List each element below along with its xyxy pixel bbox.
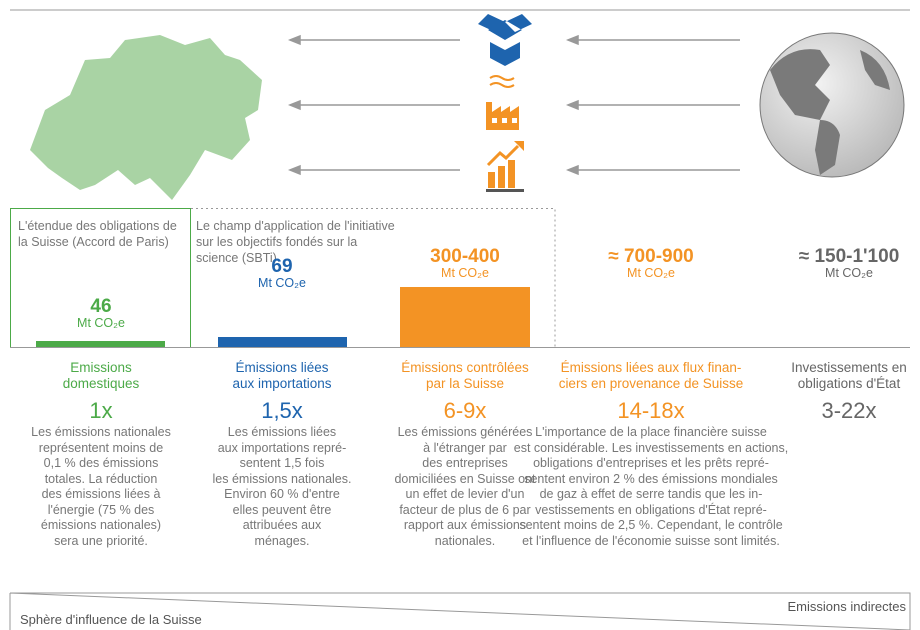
description-line: totales. La réduction (44, 471, 158, 486)
description-line: Les émissions générées (397, 425, 533, 439)
factory-icon (486, 75, 519, 130)
sphere-label: Sphère d'influence de la Suisse (20, 612, 202, 627)
category-line: ciers en provenance de Suisse (558, 376, 744, 391)
description-line: des entreprises (422, 456, 508, 470)
description-line: sentent environ 2 % des émissions mondia… (524, 471, 778, 486)
indirect-label: Emissions indirectes (787, 599, 907, 614)
description-line: sentent 1,5 fois (239, 456, 325, 470)
unit: Mt CO₂e (441, 266, 489, 280)
description-line: L'importance de la place financière suis… (535, 425, 767, 439)
influence-wedge (9, 592, 911, 630)
scope-paris: L'étendue des obligations de la Suisse (… (18, 219, 177, 249)
value: 69 (271, 256, 293, 277)
description-line: nationales. (434, 533, 496, 548)
description-line: ménages. (254, 533, 310, 548)
description-line: émissions nationales) (40, 518, 162, 532)
box-icon (478, 14, 532, 66)
bar-controlled (400, 287, 530, 347)
value: ≈ 150-1'100 (798, 246, 900, 267)
description-line: un effet de levier d'un (405, 487, 525, 501)
unit: Mt CO₂e (627, 266, 675, 280)
description-line: rapport aux émissions (403, 518, 527, 532)
description-line: Les émissions nationales (31, 425, 171, 439)
category-line: obligations d'État (797, 376, 901, 391)
description-line: vestissements en obligations d'État repr… (535, 502, 767, 517)
category-line: Investissements en (791, 360, 907, 375)
category-line: Émissions contrôlées (401, 360, 529, 375)
unit: Mt CO₂e (825, 266, 873, 280)
category-line: Emissions (70, 360, 132, 375)
sbti-scope-box (191, 208, 556, 347)
growth-icon (486, 141, 524, 192)
arrows (287, 34, 740, 176)
description-line: de gaz à effet de serre tandis que les i… (539, 487, 763, 501)
scope-sbti: Le champ d'application de l'initiative s… (196, 219, 395, 265)
description-line: aux importations repré- (217, 440, 347, 455)
value: 46 (90, 296, 112, 317)
description-line: les émissions nationales. (212, 471, 352, 486)
description-line: attribuées aux (242, 518, 322, 532)
category-line: Émissions liées (235, 360, 329, 375)
switzerland-map (30, 35, 262, 200)
description-line: représentent moins de (38, 440, 164, 455)
value: ≈ 700-900 (608, 246, 694, 267)
description-line: sentent moins de 2,5 %. Cependant, le co… (519, 518, 783, 532)
unit: Mt CO₂e (77, 316, 125, 330)
description-line: est considérable. Les investissements en… (513, 440, 789, 455)
category-line: aux importations (232, 376, 332, 391)
globe (759, 32, 905, 178)
category-line: par la Suisse (425, 376, 505, 391)
description-line: facteur de plus de 6 par (399, 502, 531, 517)
description-line: et l'influence de l'économie suisse sont… (522, 533, 780, 548)
description-line: des émissions liées à (41, 487, 161, 501)
description-line: obligations d'entreprises et les prêts r… (533, 456, 769, 470)
bar-domestic (36, 341, 165, 347)
factor: 6-9x (443, 398, 487, 423)
description-line: elles peuvent être (232, 502, 332, 517)
description-line: domiciliées en Suisse ont (394, 471, 536, 486)
factor: 14-18x (617, 398, 685, 423)
bar-imports (218, 337, 347, 347)
factor: 3-22x (821, 398, 877, 423)
description-line: l'énergie (75 % des (47, 502, 155, 517)
unit: Mt CO₂e (258, 276, 306, 290)
category-line: Émissions liées aux flux finan- (560, 360, 742, 375)
description-line: Les émissions liées (227, 425, 337, 439)
category-line: domestiques (62, 376, 140, 391)
description-line: sera une priorité. (54, 533, 148, 548)
factor: 1x (89, 398, 113, 423)
description-line: 0,1 % des émissions (43, 456, 159, 470)
description-line: Environ 60 % d'entre (224, 487, 340, 501)
description-line: à l'étranger par (423, 440, 507, 455)
value: 300-400 (430, 246, 500, 267)
factor: 1,5x (261, 398, 303, 423)
